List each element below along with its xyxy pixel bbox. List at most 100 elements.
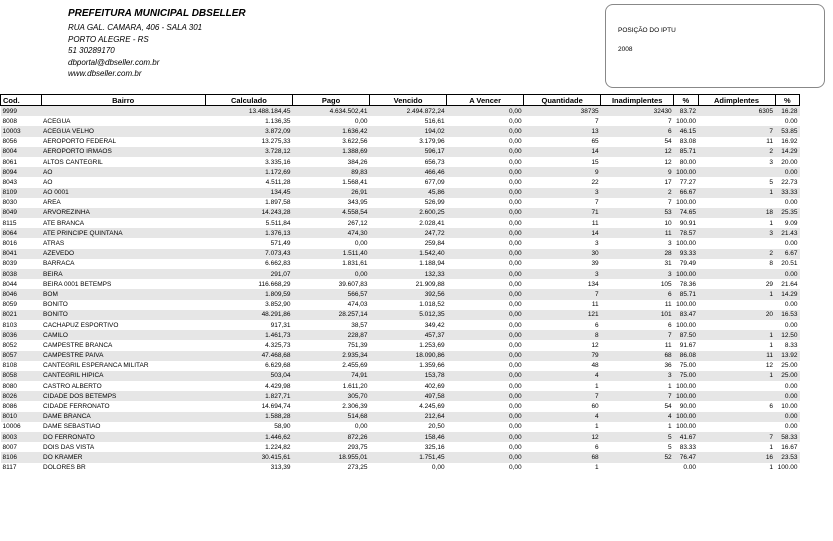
cell-calculado: 47.468,68	[205, 350, 293, 361]
cell-pct-adimplentes: 0.00	[784, 117, 798, 125]
cell-pct-inadimplentes: 76.47	[673, 452, 698, 463]
report-header: PREFEITURA MUNICIPAL DBSELLER RUA GAL. C…	[68, 8, 246, 80]
cell-quantidade: 12	[523, 432, 601, 443]
cell-vencido: 2.028,41	[419, 219, 445, 227]
cell-pct-adimplentes: 20.51	[781, 260, 798, 268]
cell-pct-inadimplentes: 91.67	[679, 341, 696, 349]
cell-pct-adimplentes: 16.28	[775, 105, 800, 117]
cell-pct-adimplentes: 21.64	[781, 280, 798, 288]
cell-inadimplentes: 6	[600, 126, 674, 137]
cell-quantidade: 7	[523, 391, 601, 402]
cell-quantidade: 60	[591, 403, 599, 411]
cell-pct-adimplentes: 0.00	[784, 321, 798, 329]
cell-code: 8038	[0, 269, 42, 280]
cell-bairro: BARRACA	[43, 260, 75, 268]
cell-code: 8059	[2, 301, 17, 309]
cell-bairro: DO KRAMER	[41, 452, 206, 463]
cell-pct-inadimplentes: 74.65	[673, 207, 698, 219]
cell-code: 8058	[0, 370, 42, 382]
table-row: 8044 BEIRA 0001 BETEMPS 116.668,29 39.607,8…	[1, 279, 800, 289]
table-row: 8061 ALTOS CANTEGRIL 3.335,16 384,26 656,73 0…	[1, 157, 800, 167]
report-year: 2008	[618, 46, 633, 53]
cell-a-vencer: 0,00	[446, 309, 524, 320]
table-row: 8117 DOLORES BR 313,39 273,25 0,00 0,00 1 0.00 1…	[1, 463, 800, 473]
cell-pct-inadimplentes: 90.00	[679, 403, 696, 411]
cell-a-vencer: 0,00	[508, 443, 522, 451]
cell-a-vencer: 0,00	[446, 391, 524, 402]
cell-quantidade: 7	[595, 199, 599, 207]
cell-bairro: ALTOS CANTEGRIL	[43, 158, 103, 166]
cell-code: 8036	[0, 330, 42, 341]
cell-quantidade: 13	[523, 126, 601, 137]
cell-adimplentes: 3	[769, 158, 774, 166]
cell-a-vencer: 0,00	[446, 228, 524, 239]
cell-vencido: 349,42	[424, 321, 445, 329]
table-row: 8008 ACEGUA 1.136,35 0,00 516,61 0,00 7 7 100.00…	[1, 116, 800, 126]
cell-adimplentes: 11	[698, 350, 776, 361]
cell-bairro	[41, 105, 206, 117]
cell-inadimplentes: 5	[600, 432, 674, 443]
cell-quantidade: 4	[523, 411, 601, 422]
cell-bairro: BONITO	[43, 301, 68, 309]
cell-vencido: 2.494.872,24	[369, 105, 447, 117]
cell-inadimplentes: 5	[668, 443, 672, 451]
cell-pago: 1.636,42	[292, 126, 370, 137]
cell-bairro: ATRAS	[43, 240, 65, 248]
cell-a-vencer: 0,00	[508, 117, 522, 125]
cell-pago: 2.455,69	[342, 362, 368, 370]
cell-code: 8003	[0, 432, 42, 443]
cell-adimplentes	[698, 391, 776, 402]
cell-vencido: 45,86	[369, 187, 447, 198]
cell-pago: 3.622,56	[342, 138, 368, 146]
cell-code: 8115	[2, 219, 17, 227]
cell-code: 8008	[2, 117, 17, 125]
cell-a-vencer: 0,00	[508, 301, 522, 309]
cell-bairro: BEIRA	[41, 269, 206, 280]
cell-code: 9999	[0, 105, 42, 117]
cell-quantidade: 6	[595, 443, 599, 451]
table-header-row: Cod. Bairro Calculado Pago Vencido A Ven…	[0, 94, 801, 106]
cell-pct-adimplentes: 58.33	[775, 432, 800, 443]
column-header: %	[774, 94, 801, 106]
cell-pago: 273,25	[347, 464, 368, 472]
cell-pct-inadimplentes: 85.71	[673, 289, 698, 300]
cell-adimplentes	[698, 320, 775, 330]
cell-pct-inadimplentes: 100.00	[673, 269, 698, 280]
cell-quantidade: 134	[587, 280, 599, 288]
table-row: 8010 DAME BRANCA 1.588,28 514,68 212,64 0,00 4…	[0, 411, 800, 422]
cell-code: 8057	[0, 350, 42, 361]
cell-bairro: CANTEGRIL ESPERANCA MILITAR	[43, 362, 149, 370]
cell-inadimplentes: 7	[600, 330, 674, 341]
table-row: 8103 CACHAPUZ ESPORTIVO 917,31 38,57 349,42 0…	[1, 320, 800, 330]
cell-calculado: 1.461,73	[205, 330, 293, 341]
cell-calculado: 3.872,09	[205, 126, 293, 137]
cell-pago: 0,00	[354, 423, 368, 431]
cell-pct-adimplentes: 9.09	[784, 219, 798, 227]
cell-a-vencer: 0,00	[508, 199, 522, 207]
cell-pct-inadimplentes: 93.33	[673, 248, 698, 259]
report-title: POSIÇÃO DO IPTU	[618, 27, 676, 34]
cell-calculado: 1.588,28	[205, 411, 293, 422]
column-header: Quantidade	[523, 94, 602, 106]
table-row: 8115 ATE BRANCA 5.511,84 267,12 2.028,41 0,00…	[1, 218, 800, 228]
table-row: 10006 DAME SEBASTIAO 58,90 0,00 20,50 0,00 1 1 1…	[1, 422, 800, 432]
cell-pago: 0,00	[354, 117, 368, 125]
table-row: 8003 DO FERRONATO 1.446,62 872,26 158,46 0,00…	[0, 432, 800, 443]
cell-pago: 0,00	[292, 269, 370, 280]
cell-calculado: 3.852,90	[265, 301, 291, 309]
iptu-table: Cod. Bairro Calculado Pago Vencido A Ven…	[0, 94, 801, 473]
cell-vencido: 1.253,69	[419, 341, 445, 349]
cell-quantidade: 48	[591, 362, 599, 370]
cell-pct-inadimplentes: 100.00	[676, 382, 696, 390]
cell-a-vencer: 0,00	[508, 464, 522, 472]
cell-inadimplentes: 52	[600, 452, 674, 463]
cell-inadimplentes: 28	[600, 248, 674, 259]
cell-calculado: 1.827,71	[205, 391, 293, 402]
cell-bairro: AO 0001	[41, 187, 206, 198]
cell-pct-adimplentes: 21.43	[775, 228, 800, 239]
cell-adimplentes	[698, 300, 775, 310]
cell-inadimplentes: 11	[664, 301, 672, 309]
cell-pct-inadimplentes: 0.00	[683, 464, 696, 472]
cell-calculado: 3.335,16	[265, 158, 291, 166]
cell-pago: 343,95	[347, 199, 368, 207]
